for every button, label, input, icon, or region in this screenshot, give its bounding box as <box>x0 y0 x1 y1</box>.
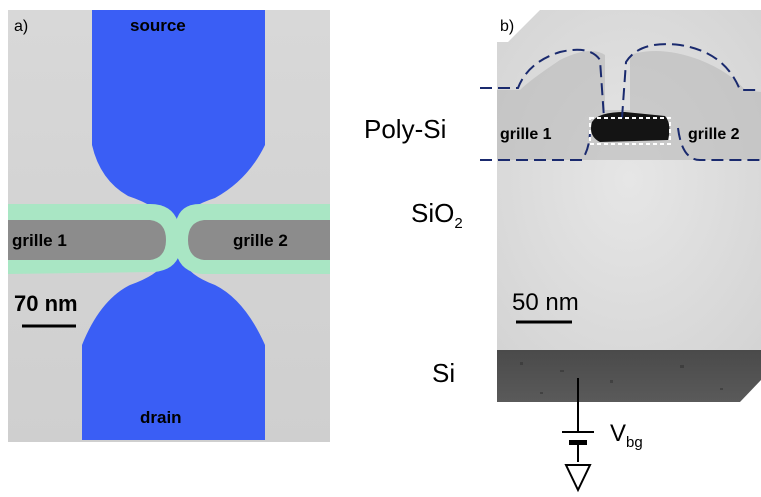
gate-1-shape <box>8 220 166 260</box>
sio2-subscript: 2 <box>454 215 463 233</box>
gate-1-label-b: grille 1 <box>500 126 552 143</box>
vbg-plate-short <box>569 440 587 445</box>
panel-b-letter: b) <box>500 18 515 35</box>
sio2-label: SiO2 <box>411 198 463 232</box>
ground-symbol <box>564 464 592 493</box>
gate-dashed-outline <box>480 43 761 161</box>
vbg-text: V <box>610 420 627 447</box>
poly-si-region <box>497 51 761 160</box>
gate-2-shape <box>188 220 330 260</box>
channel-blob <box>591 112 670 142</box>
gate-1-label-a: grille 1 <box>12 231 67 250</box>
drain-label: drain <box>140 408 182 427</box>
scale-label-a: 70 nm <box>14 291 78 316</box>
gate-2-label-a: grille 2 <box>233 231 288 250</box>
panel-a-letter: a) <box>14 18 29 35</box>
sio2-text: SiO <box>411 198 455 228</box>
vbg-subscript: bg <box>626 433 643 451</box>
poly-si-label: Poly-Si <box>364 114 447 144</box>
si-label: Si <box>432 358 456 388</box>
scale-label-b: 50 nm <box>512 289 579 316</box>
source-label: source <box>130 16 186 35</box>
gate-2-label-b: grille 2 <box>688 126 740 143</box>
si-substrate <box>497 350 761 402</box>
vbg-label: Vbg <box>610 420 643 451</box>
channel-dashed-box <box>589 117 671 145</box>
